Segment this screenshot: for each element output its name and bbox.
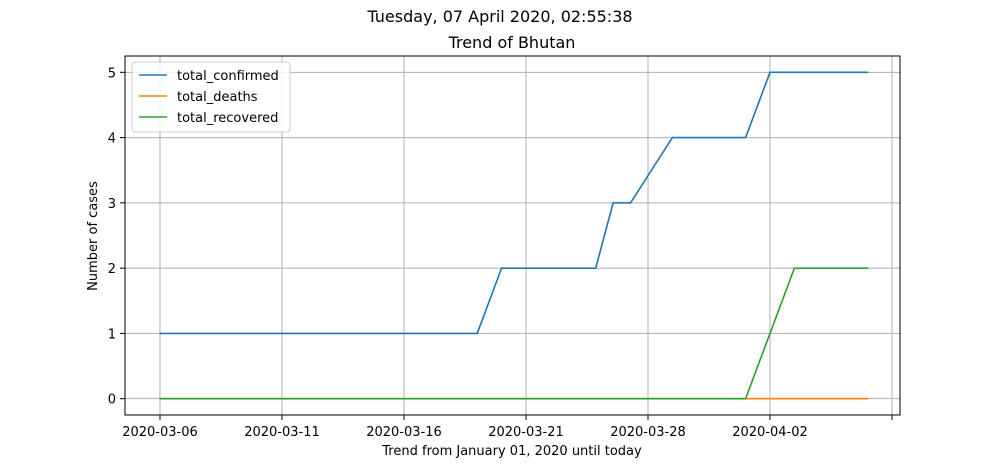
data-point-total-confirmed	[769, 71, 771, 74]
data-point-total-confirmed	[612, 202, 614, 204]
x-tick-label: 2020-03-06	[122, 425, 198, 440]
data-point-total-confirmed	[500, 267, 503, 269]
data-point-total-deaths	[866, 397, 869, 400]
chart-title: Trend of Bhutan	[448, 33, 576, 52]
y-tick-label: 4	[108, 132, 116, 147]
y-axis-ticks: 0 1 2 3 4 5	[108, 66, 125, 408]
plot-frame	[124, 55, 901, 416]
series-lines	[159, 71, 869, 400]
legend-label-total-recovered: total_recovered	[177, 111, 278, 126]
data-point-total-confirmed	[629, 202, 632, 204]
x-tick-label: 2020-03-28	[610, 425, 686, 440]
data-point-total-confirmed	[159, 332, 161, 335]
series-line-total-recovered	[160, 267, 868, 400]
data-point-total-recovered	[793, 267, 796, 269]
data-point-total-confirmed	[744, 136, 747, 139]
legend: total_confirmed total_deaths total_recover…	[131, 61, 291, 133]
chart-suptitle: Tuesday, 07 April 2020, 02:55:38	[366, 7, 632, 26]
data-point-total-recovered	[866, 267, 869, 269]
y-tick-label: 5	[108, 66, 116, 81]
legend-box	[131, 61, 291, 133]
y-tick-label: 1	[108, 327, 116, 342]
y-tick-label: 3	[108, 197, 116, 212]
legend-label-total-deaths: total_deaths	[177, 90, 258, 105]
x-tick-label: 2020-03-16	[366, 425, 442, 440]
data-point-total-recovered	[744, 397, 747, 400]
x-tick-label: 2020-03-11	[244, 425, 320, 440]
data-point-total-recovered	[159, 397, 161, 400]
x-axis-ticks: 2020-03-06 2020-03-11 2020-03-16 2020-03-21…	[122, 415, 893, 440]
x-axis-label: Trend from January 01, 2020 until today	[381, 444, 642, 459]
x-tick-label: 2020-04-02	[732, 425, 808, 440]
legend-label-total-confirmed: total_confirmed	[177, 69, 279, 84]
data-point-total-confirmed	[476, 332, 479, 335]
y-tick-label: 2	[108, 262, 116, 277]
y-tick-label: 0	[108, 393, 116, 408]
series-line-total-confirmed	[160, 71, 868, 335]
y-axis-label: Number of cases	[86, 181, 101, 291]
x-tick-label: 2020-03-21	[488, 425, 564, 440]
data-point-total-confirmed	[866, 71, 869, 74]
data-point-total-confirmed	[594, 267, 597, 269]
data-point-total-confirmed	[671, 136, 674, 139]
